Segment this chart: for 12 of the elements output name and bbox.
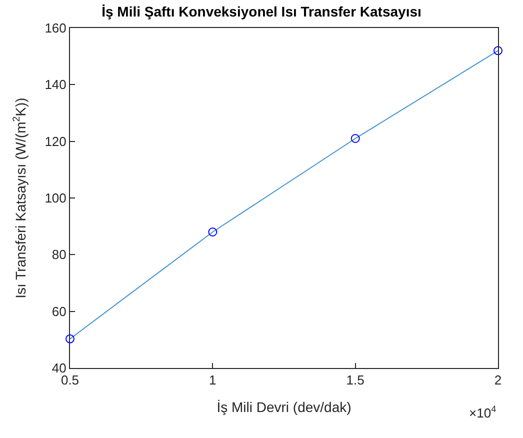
x-axis-title: İş Mili Devri (dev/dak) [216,398,352,415]
y-tick-label: 60 [52,304,66,319]
y-tick-label: 160 [44,20,66,36]
chart-title: İş Mili Şaftı Konveksiyonel Isı Transfer Katsayısı [102,3,422,20]
y-tick-label: 140 [44,77,66,92]
text: ×10$^{4}$ [469,404,496,420]
x-tick-label: 1.5 [346,372,364,388]
x-tick-label: 1 [209,372,216,388]
y-tick-label: 100 [44,190,66,206]
y-tick-label: 80 [52,247,66,262]
y-tick-label: 120 [44,134,66,149]
x-tick-label: 2 [494,372,502,388]
